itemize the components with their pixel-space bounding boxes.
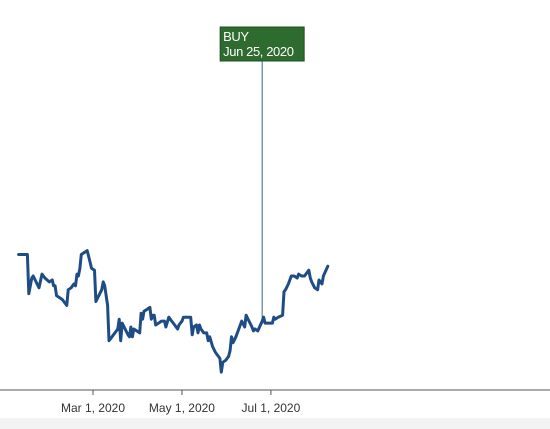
x-tick-label: Mar 1, 2020 bbox=[61, 401, 125, 415]
marker-label: BUY bbox=[223, 29, 249, 44]
footer-band bbox=[0, 418, 550, 429]
marker-label-box bbox=[219, 26, 305, 62]
x-axis: Mar 1, 2020 May 1, 2020 Jul 1, 2020 bbox=[0, 389, 550, 415]
marker-date-label: Jun 25, 2020 bbox=[223, 44, 294, 59]
x-tick-label: May 1, 2020 bbox=[149, 401, 215, 415]
x-tick-label: Jul 1, 2020 bbox=[242, 401, 301, 415]
series-line bbox=[17, 249, 330, 374]
series-layer bbox=[17, 249, 330, 374]
